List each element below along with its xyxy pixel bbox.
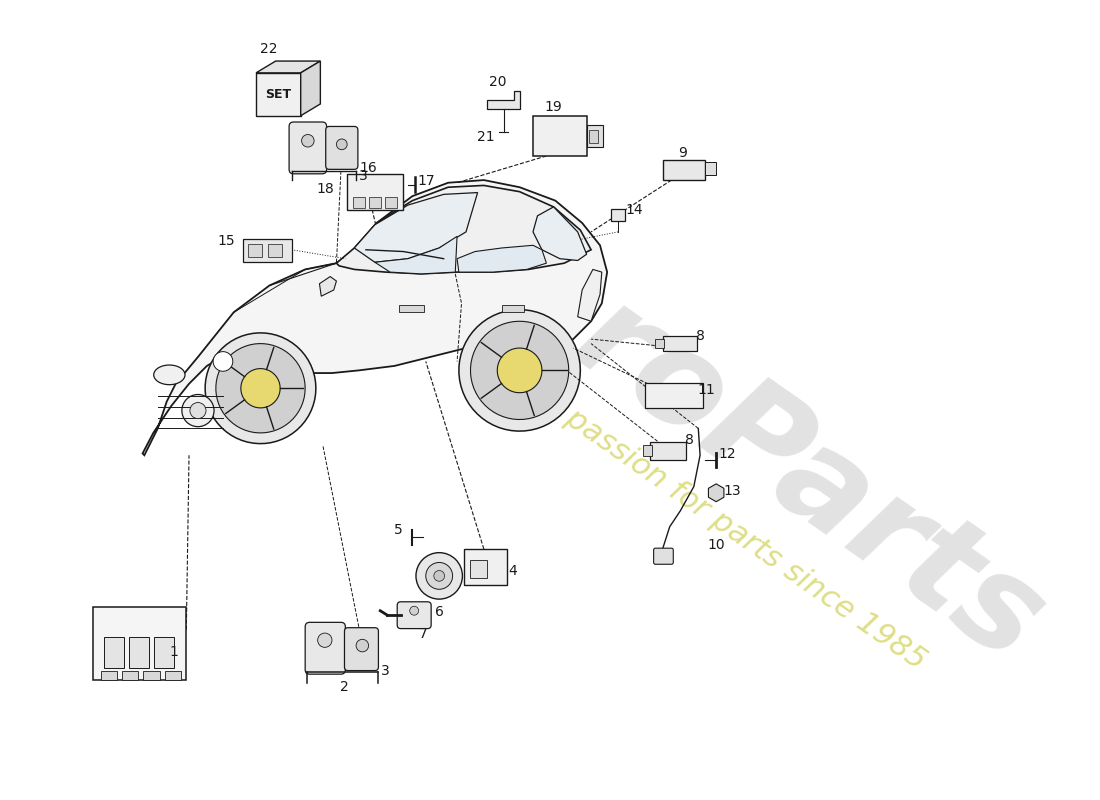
Circle shape bbox=[318, 633, 332, 647]
Bar bbox=[385, 197, 397, 208]
Circle shape bbox=[433, 570, 444, 582]
Bar bbox=[645, 383, 703, 408]
Polygon shape bbox=[708, 484, 724, 502]
FancyBboxPatch shape bbox=[289, 122, 327, 174]
Text: 3: 3 bbox=[359, 169, 367, 182]
Circle shape bbox=[337, 139, 348, 150]
Polygon shape bbox=[578, 270, 602, 322]
Bar bbox=[534, 116, 586, 156]
Text: a passion for parts since 1985: a passion for parts since 1985 bbox=[537, 387, 932, 675]
Text: 12: 12 bbox=[718, 447, 736, 462]
Text: 21: 21 bbox=[476, 130, 495, 144]
Bar bbox=[104, 637, 124, 668]
Bar bbox=[656, 339, 664, 348]
Bar bbox=[662, 161, 705, 180]
Bar bbox=[650, 442, 685, 460]
Circle shape bbox=[356, 639, 369, 652]
Text: 9: 9 bbox=[678, 146, 686, 160]
Bar bbox=[143, 671, 160, 681]
Bar bbox=[705, 162, 716, 174]
Bar bbox=[154, 637, 174, 668]
Text: euroParts: euroParts bbox=[402, 169, 1067, 688]
Text: 13: 13 bbox=[724, 484, 741, 498]
Bar bbox=[586, 125, 603, 147]
Circle shape bbox=[426, 562, 452, 590]
Bar bbox=[165, 671, 182, 681]
FancyBboxPatch shape bbox=[344, 628, 378, 670]
Bar bbox=[348, 174, 403, 210]
Text: 7: 7 bbox=[419, 627, 428, 641]
Polygon shape bbox=[459, 310, 581, 431]
FancyBboxPatch shape bbox=[305, 622, 345, 674]
Text: 15: 15 bbox=[218, 234, 235, 248]
Circle shape bbox=[182, 394, 214, 426]
Text: 17: 17 bbox=[417, 174, 434, 188]
Bar bbox=[662, 337, 696, 350]
Text: 20: 20 bbox=[490, 74, 507, 89]
Text: 6: 6 bbox=[434, 605, 443, 618]
Polygon shape bbox=[143, 180, 607, 455]
Text: 11: 11 bbox=[697, 383, 715, 397]
Polygon shape bbox=[206, 333, 316, 444]
Ellipse shape bbox=[154, 365, 185, 385]
Polygon shape bbox=[337, 186, 591, 274]
Polygon shape bbox=[458, 246, 547, 272]
Bar bbox=[122, 671, 139, 681]
Text: 16: 16 bbox=[360, 162, 377, 175]
Polygon shape bbox=[216, 343, 305, 433]
Bar bbox=[642, 446, 652, 456]
Bar bbox=[464, 549, 507, 585]
Bar bbox=[100, 671, 117, 681]
Bar bbox=[368, 197, 381, 208]
Text: 5: 5 bbox=[394, 523, 403, 538]
Circle shape bbox=[190, 402, 206, 418]
FancyBboxPatch shape bbox=[326, 126, 358, 170]
Text: 2: 2 bbox=[340, 680, 349, 694]
Polygon shape bbox=[534, 207, 586, 261]
Polygon shape bbox=[497, 348, 542, 393]
Circle shape bbox=[416, 553, 462, 599]
Text: 14: 14 bbox=[625, 202, 642, 217]
Text: 22: 22 bbox=[260, 42, 277, 55]
Polygon shape bbox=[319, 277, 337, 296]
Bar bbox=[256, 73, 300, 116]
Bar bbox=[129, 637, 149, 668]
Circle shape bbox=[213, 352, 233, 371]
Bar bbox=[352, 197, 365, 208]
Bar bbox=[610, 209, 625, 221]
Text: SET: SET bbox=[265, 88, 292, 101]
Text: 1: 1 bbox=[169, 645, 178, 659]
Text: 10: 10 bbox=[707, 538, 725, 552]
Text: 3: 3 bbox=[382, 663, 390, 678]
Bar bbox=[243, 239, 292, 262]
Polygon shape bbox=[471, 322, 569, 419]
Bar bbox=[267, 245, 282, 257]
Text: 8: 8 bbox=[685, 433, 694, 447]
Bar bbox=[94, 607, 186, 681]
Text: 8: 8 bbox=[695, 330, 704, 343]
Text: 4: 4 bbox=[508, 565, 517, 578]
Bar bbox=[590, 130, 598, 142]
Bar bbox=[502, 305, 524, 312]
FancyBboxPatch shape bbox=[653, 548, 673, 564]
Polygon shape bbox=[256, 61, 320, 73]
Bar bbox=[399, 305, 424, 312]
Polygon shape bbox=[354, 193, 477, 262]
FancyBboxPatch shape bbox=[397, 602, 431, 629]
Polygon shape bbox=[300, 61, 320, 116]
Polygon shape bbox=[375, 236, 458, 274]
Bar bbox=[248, 245, 262, 257]
Circle shape bbox=[301, 134, 315, 147]
Bar bbox=[470, 560, 487, 578]
Polygon shape bbox=[241, 369, 280, 408]
Text: 18: 18 bbox=[317, 182, 334, 196]
Polygon shape bbox=[487, 90, 519, 109]
Circle shape bbox=[409, 606, 419, 615]
Text: 19: 19 bbox=[544, 100, 562, 114]
